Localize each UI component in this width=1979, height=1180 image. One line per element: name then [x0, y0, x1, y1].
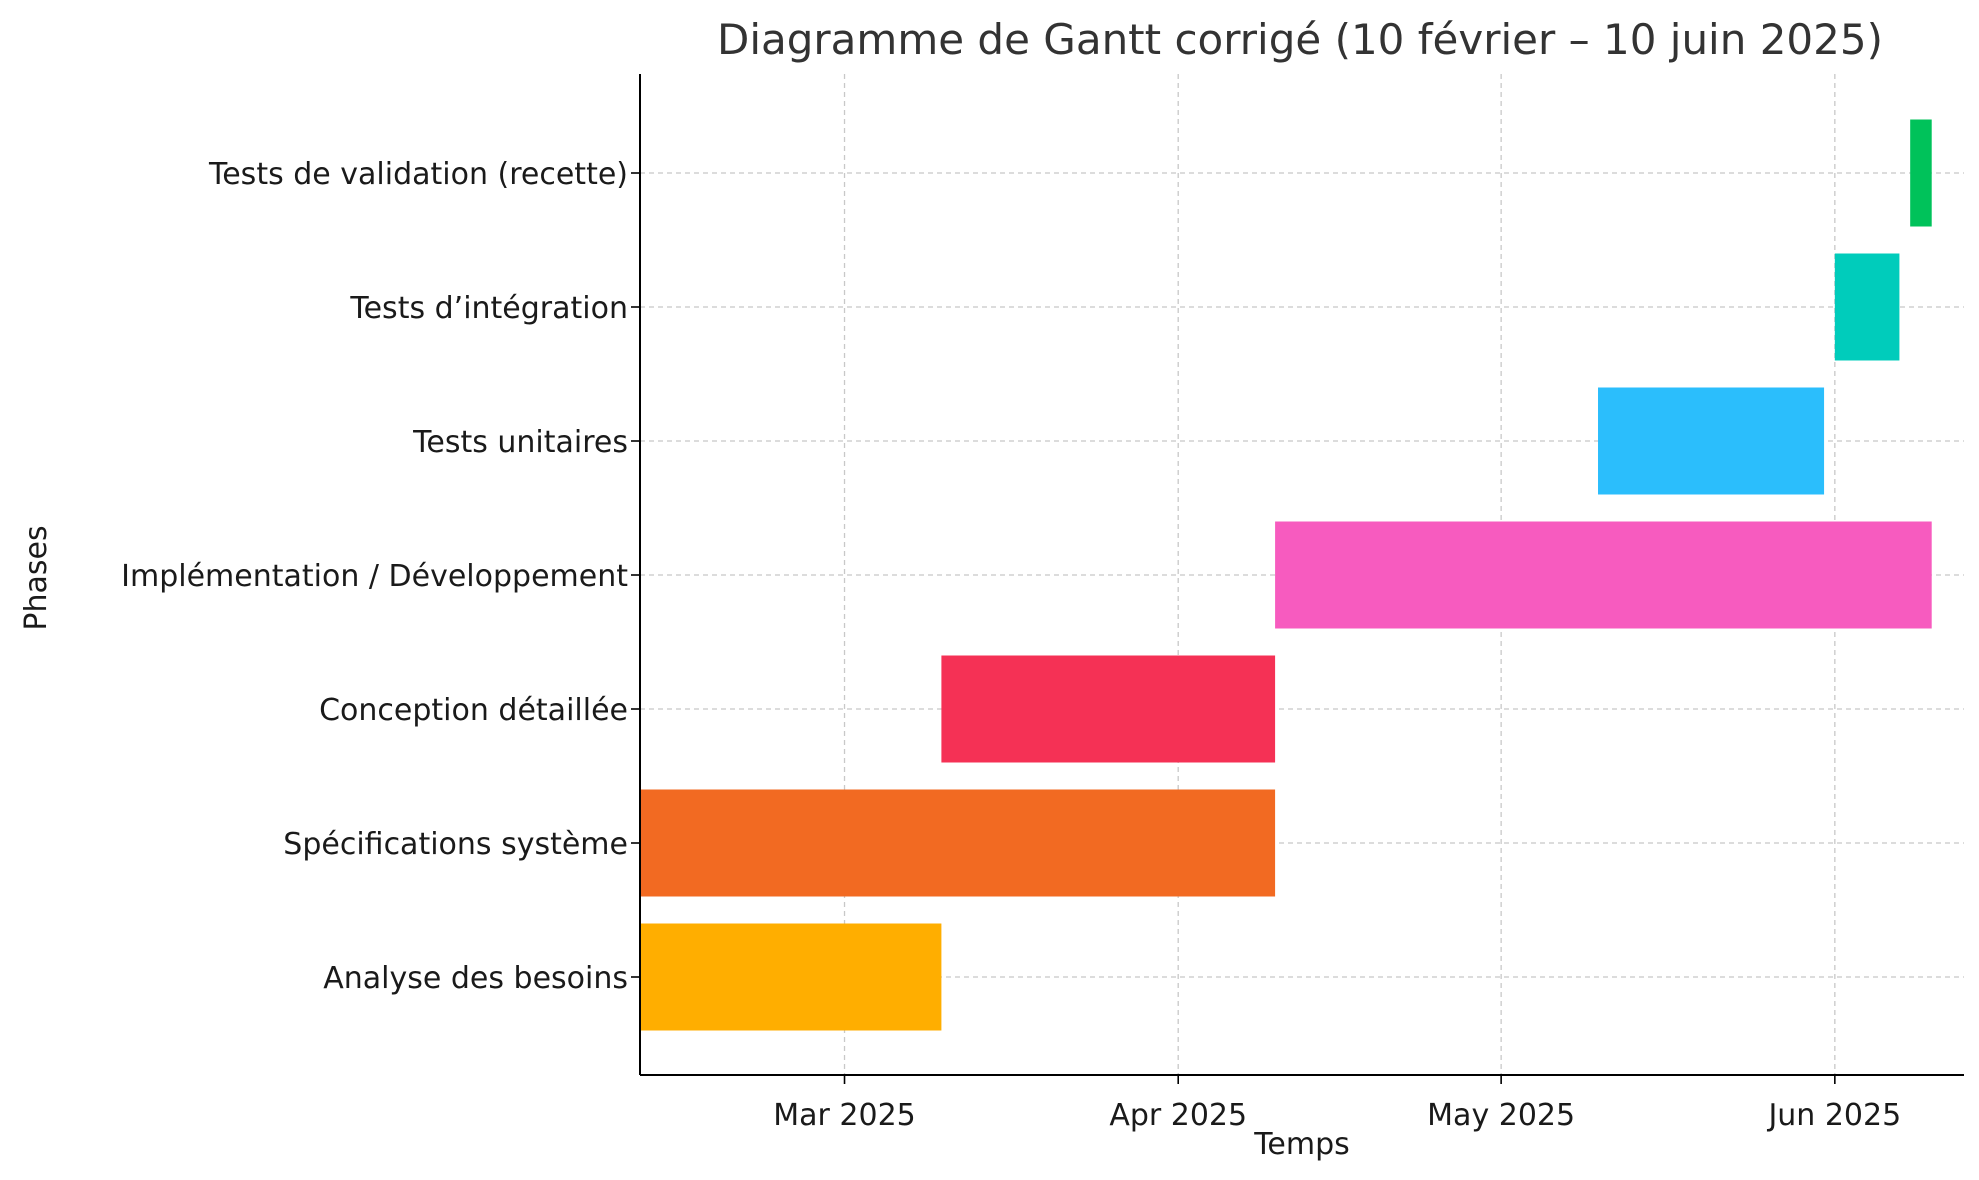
x-tick-label: Mar 2025	[773, 1098, 916, 1133]
gantt-bar	[1834, 253, 1900, 361]
y-tick-label: Tests d’intégration	[349, 291, 628, 326]
y-tick-label: Spécifications système	[283, 827, 628, 862]
gantt-bar	[640, 789, 1276, 897]
y-tick-label: Tests de validation (recette)	[208, 157, 628, 192]
x-tick-labels: Mar 2025 Apr 2025 May 2025 Jun 2025	[773, 1098, 1901, 1133]
y-tick-label: Conception détaillée	[319, 693, 628, 728]
x-tick-label: Apr 2025	[1109, 1098, 1247, 1133]
bars	[640, 119, 1932, 1031]
chart-title: Diagramme de Gantt corrigé (10 février –…	[717, 15, 1883, 64]
gantt-bar	[640, 923, 942, 1031]
x-tick-label: May 2025	[1427, 1098, 1575, 1133]
x-tick-label: Jun 2025	[1766, 1098, 1901, 1133]
gantt-bar	[1910, 119, 1932, 227]
axes	[631, 74, 1964, 1084]
gantt-bar	[1275, 521, 1932, 629]
y-tick-label: Implémentation / Développement	[121, 559, 628, 594]
x-axis-label: Temps	[1253, 1127, 1350, 1162]
gantt-bar	[1598, 387, 1825, 495]
y-tick-labels: Analyse des besoins Spécifications systèm…	[121, 157, 628, 996]
y-axis-label: Phases	[19, 525, 54, 630]
gantt-bar	[941, 655, 1276, 763]
y-tick-label: Tests unitaires	[412, 425, 628, 460]
y-tick-label: Analyse des besoins	[323, 961, 628, 996]
